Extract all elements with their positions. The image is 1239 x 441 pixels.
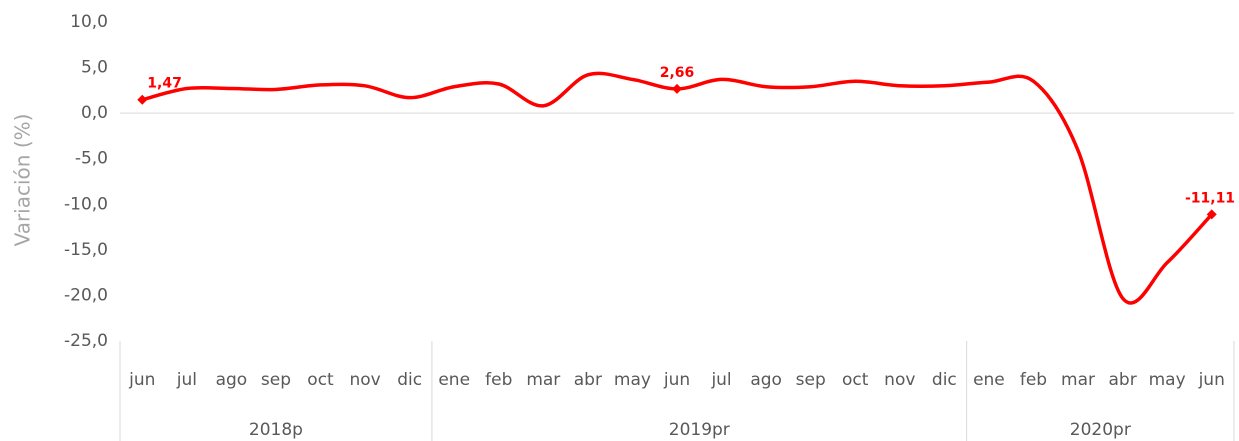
x-tick-label: jun xyxy=(663,370,690,390)
x-tick-label: nov xyxy=(349,370,380,390)
x-tick-label: sep xyxy=(796,370,826,390)
x-tick-label: mar xyxy=(526,370,560,390)
data-label: 2,66 xyxy=(660,65,695,81)
y-tick-label: -25,0 xyxy=(64,331,108,351)
x-tick-label: oct xyxy=(307,370,334,390)
x-tick-label: feb xyxy=(1020,370,1047,390)
x-tick-label: ago xyxy=(216,370,248,390)
x-group-label: 2018p xyxy=(249,420,303,440)
y-tick-label: 5,0 xyxy=(81,58,108,78)
x-tick-label: sep xyxy=(261,370,291,390)
x-group-label: 2020pr xyxy=(1070,420,1131,440)
x-tick-label: abr xyxy=(1108,370,1136,390)
y-tick-label: -20,0 xyxy=(64,285,108,305)
x-tick-label: jun xyxy=(128,370,155,390)
marker xyxy=(1206,209,1217,220)
x-tick-label: abr xyxy=(574,370,602,390)
y-axis-label: Variación (%) xyxy=(11,114,35,247)
marker xyxy=(137,94,148,105)
x-tick-label: dic xyxy=(397,370,422,390)
line xyxy=(141,71,1214,305)
x-tick-label: oct xyxy=(842,370,869,390)
x-tick-label: jun xyxy=(1198,370,1225,390)
y-tick-label: -10,0 xyxy=(64,194,108,214)
y-tick-label: -5,0 xyxy=(75,149,108,169)
data-label: 1,47 xyxy=(147,76,182,92)
y-tick-label: -15,0 xyxy=(64,240,108,260)
x-tick-label: dic xyxy=(932,370,957,390)
x-tick-label: feb xyxy=(485,370,512,390)
x-tick-label: ene xyxy=(973,370,1005,390)
y-tick-label: 10,0 xyxy=(70,12,108,32)
data-label: -11,11 xyxy=(1185,190,1235,206)
x-tick-label: may xyxy=(614,370,651,390)
x-tick-label: nov xyxy=(884,370,915,390)
x-tick-label: ago xyxy=(750,370,782,390)
x-tick-label: mar xyxy=(1061,370,1095,390)
x-tick-label: jul xyxy=(710,370,731,390)
x-group-label: 2019pr xyxy=(669,420,730,440)
marker xyxy=(672,83,682,94)
y-tick-label: 0,0 xyxy=(81,103,108,123)
x-tick-label: may xyxy=(1149,370,1186,390)
x-tick-label: ene xyxy=(438,370,470,390)
x-tick-label: jul xyxy=(176,370,197,390)
